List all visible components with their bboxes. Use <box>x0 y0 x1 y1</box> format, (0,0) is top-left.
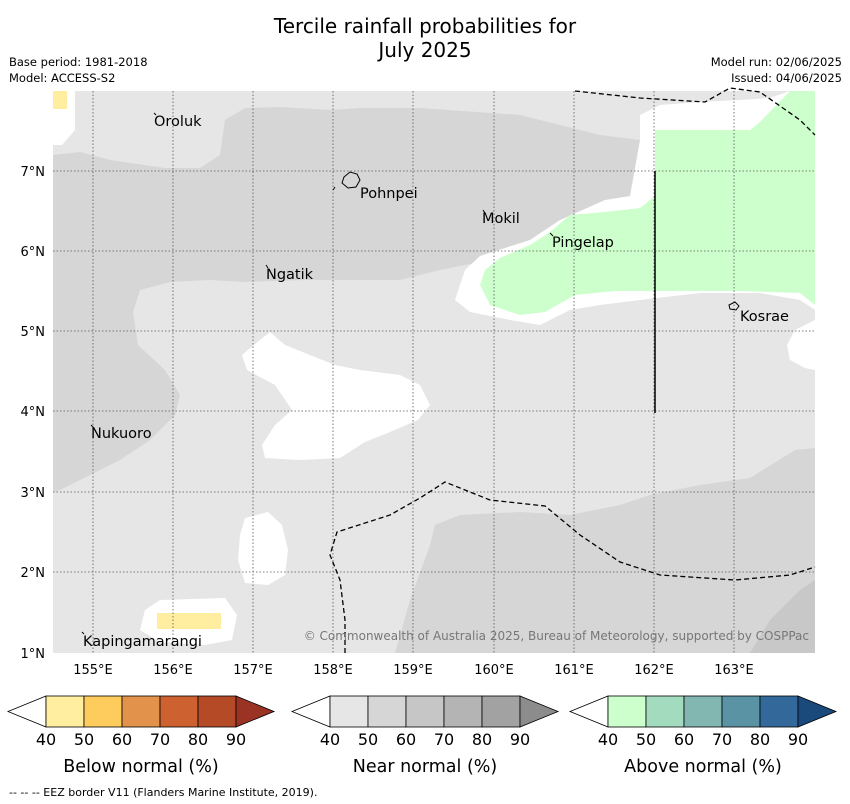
legend-title: Below normal (%) <box>63 757 218 777</box>
place-label-pohnpei: Pohnpei <box>360 186 418 202</box>
legend-tick-label: 90 <box>788 730 808 749</box>
legend-swatch <box>683 695 723 728</box>
lon-label: 161°E <box>554 663 594 678</box>
legend-tick-label: 40 <box>598 730 618 749</box>
lon-label: 155°E <box>73 663 113 678</box>
place-label-nukuoro: Nukuoro <box>91 426 152 442</box>
legend-max-cap <box>235 695 276 728</box>
legend-tick-label: 70 <box>434 730 454 749</box>
near-normal-50-region-south <box>395 448 815 653</box>
white-zone-southwest <box>238 512 288 585</box>
lon-label: 159°E <box>393 663 433 678</box>
lat-label: 6°N <box>21 245 46 260</box>
legend-below-40-cap <box>568 695 609 728</box>
run-info: Model run: 02/06/2025 Issued: 04/06/2025 <box>711 54 842 86</box>
graticule <box>53 91 815 653</box>
title-line-2: July 2025 <box>378 38 472 62</box>
legend-tick-label: 60 <box>674 730 694 749</box>
lon-label: 163°E <box>714 663 754 678</box>
legend-tick-label: 50 <box>358 730 378 749</box>
map-title: Tercile rainfall probabilities for July … <box>0 14 850 62</box>
legend-tick-label: 80 <box>750 730 770 749</box>
lon-label: 158°E <box>313 663 353 678</box>
place-label-oroluk: Oroluk <box>154 114 202 130</box>
lon-label: 156°E <box>153 663 193 678</box>
model-name: Model: ACCESS-S2 <box>9 71 116 85</box>
title-line-1: Tercile rainfall probabilities for <box>273 14 577 38</box>
latitude-labels: 7°N 6°N 5°N 4°N 3°N 2°N 1°N <box>21 165 46 662</box>
probability-field <box>53 91 815 653</box>
legend-tick-label: 50 <box>636 730 656 749</box>
lat-label: 1°N <box>21 647 46 662</box>
legend-tick-label: 60 <box>112 730 132 749</box>
base-period: Base period: 1981-2018 <box>9 55 148 69</box>
below-normal-40-region <box>157 613 221 629</box>
legend-swatch <box>197 695 237 728</box>
above-normal-50-region <box>480 91 815 315</box>
colour-legends: 40 50 60 70 80 90 Below normal (%) 40 50 60 70 80 90… <box>6 695 838 777</box>
below-normal-40-corner <box>53 91 67 109</box>
legend-tick-label: 60 <box>396 730 416 749</box>
legend-swatch <box>121 695 161 728</box>
place-label-ngatik: Ngatik <box>266 267 314 283</box>
legend-swatch <box>481 695 521 728</box>
legend-swatch <box>405 695 445 728</box>
legend-swatch <box>45 695 85 728</box>
legend-title: Above normal (%) <box>624 757 782 777</box>
longitude-labels: 155°E 156°E 157°E 158°E 159°E 160°E 161°… <box>73 663 754 678</box>
white-zone-central <box>242 332 430 460</box>
model-run-date: Model run: 02/06/2025 <box>710 55 842 69</box>
legend-swatch <box>83 695 123 728</box>
copyright-notice: © Commonwealth of Australia 2025, Bureau… <box>304 629 809 643</box>
legend-swatch <box>159 695 199 728</box>
lat-label: 7°N <box>21 165 46 180</box>
place-labels: Oroluk Pohnpei Mokil Pingelap Ngatik Kos… <box>83 114 789 650</box>
legend-tick-label: 50 <box>74 730 94 749</box>
legend-below-40-cap <box>6 695 47 728</box>
place-label-kosrae: Kosrae <box>740 309 789 325</box>
legend-tick-label: 90 <box>510 730 530 749</box>
legend-max-cap <box>797 695 838 728</box>
legend-swatch <box>645 695 685 728</box>
legend-swatch <box>721 695 761 728</box>
above-normal-legend: 40 50 60 70 80 90 Above normal (%) <box>568 695 838 777</box>
legend-max-cap <box>519 695 560 728</box>
legend-swatch <box>759 695 799 728</box>
legend-swatch <box>607 695 647 728</box>
legend-tick-label: 40 <box>36 730 56 749</box>
place-label-pingelap: Pingelap <box>552 235 614 251</box>
legend-title: Near normal (%) <box>353 757 498 777</box>
lat-label: 3°N <box>21 486 46 501</box>
model-info: Base period: 1981-2018 Model: ACCESS-S2 <box>9 54 148 86</box>
islands <box>81 112 740 635</box>
near-normal-50-region-north <box>53 107 640 492</box>
lat-label: 2°N <box>21 566 46 581</box>
lon-label: 162°E <box>634 663 674 678</box>
legend-tick-label: 70 <box>712 730 732 749</box>
legend-swatch <box>329 695 369 728</box>
lon-label: 157°E <box>233 663 273 678</box>
below-normal-legend: 40 50 60 70 80 90 Below normal (%) <box>6 695 276 777</box>
lat-label: 5°N <box>21 325 46 340</box>
near-normal-60-region <box>750 580 815 653</box>
eez-border <box>329 87 816 653</box>
place-label-kapingamarangi: Kapingamarangi <box>83 634 202 650</box>
legend-swatch <box>367 695 407 728</box>
legend-tick-label: 70 <box>150 730 170 749</box>
legend-tick-label: 80 <box>188 730 208 749</box>
eez-footnote: -- -- -- EEZ border V11 (Flanders Marine… <box>9 786 318 799</box>
near-normal-legend: 40 50 60 70 80 90 Near normal (%) <box>290 695 560 777</box>
lat-label: 4°N <box>21 405 46 420</box>
lon-label: 160°E <box>474 663 514 678</box>
legend-tick-label: 90 <box>226 730 246 749</box>
legend-tick-label: 40 <box>320 730 340 749</box>
legend-tick-label: 80 <box>472 730 492 749</box>
place-label-mokil: Mokil <box>482 211 520 227</box>
legend-swatch <box>443 695 483 728</box>
white-zone-kosrae <box>787 320 815 370</box>
issued-date: Issued: 04/06/2025 <box>731 71 842 85</box>
legend-below-40-cap <box>290 695 331 728</box>
